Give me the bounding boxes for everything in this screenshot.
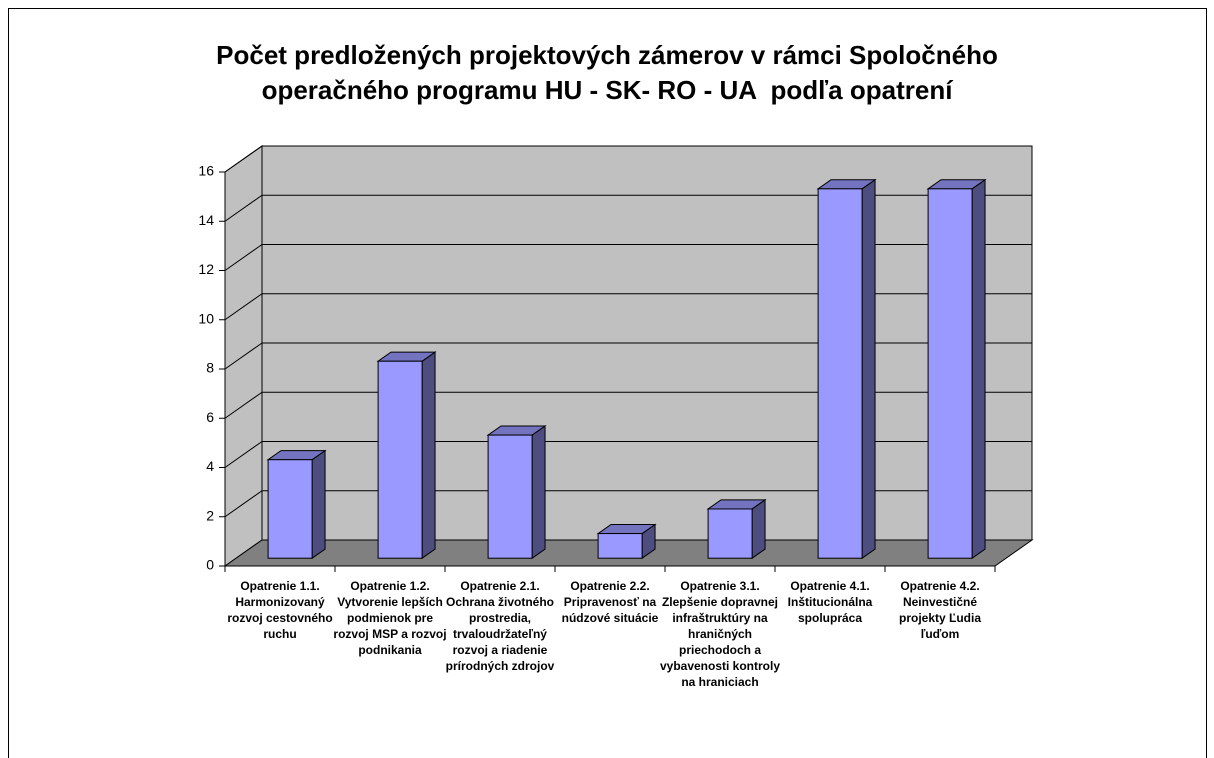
x-tick-label: Opatrenie 1.2. Vytvorenie lepších podmie… (333, 579, 447, 657)
bar-side (421, 351, 436, 560)
grid-line-side (224, 194, 263, 222)
bar (487, 434, 533, 559)
y-tick-label: 12 (198, 261, 214, 277)
grid-line-side (224, 244, 263, 271)
x-tick-label: Opatrenie 4.1. Inštitucionálna spoluprác… (787, 579, 873, 625)
bar (707, 508, 753, 559)
grid-line-side (224, 145, 263, 173)
y-tick-label: 14 (198, 212, 214, 228)
bar-side (861, 178, 876, 560)
bar-side (311, 449, 326, 560)
y-tick-label: 16 (198, 163, 214, 179)
bar (817, 188, 863, 559)
y-tick-label: 0 (206, 557, 214, 573)
frame (8, 8, 1207, 758)
y-tick-label: 8 (206, 360, 214, 376)
bar-side (971, 178, 986, 560)
y-tick-label: 4 (206, 458, 214, 474)
bar-side (751, 498, 766, 560)
grid-line-side (224, 391, 263, 419)
bar (377, 360, 423, 559)
grid-line-side (224, 342, 263, 370)
bar (927, 188, 973, 559)
y-tick-label: 10 (198, 310, 214, 326)
chart-title: Počet predložených projektových zámerov … (216, 40, 1006, 105)
x-tick-label: Opatrenie 3.1. Zlepšenie dopravnej infra… (659, 579, 781, 689)
y-tick-label: 2 (206, 507, 214, 523)
grid-line-side (224, 490, 263, 518)
bar (597, 533, 643, 559)
grid-line-side (224, 441, 263, 468)
y-tick-label: 6 (206, 409, 214, 425)
x-tick-label: Opatrenie 1.1. Harmonizovaný rozvoj cest… (227, 579, 333, 641)
bar-side (531, 425, 546, 560)
x-tick-label: Opatrenie 2.2. Pripravenosť na núdzové s… (561, 579, 659, 625)
bar (267, 459, 313, 559)
x-tick-label: Opatrenie 2.1. Ochrana životného prostre… (445, 579, 555, 673)
x-tick-label: Opatrenie 4.2. Neinvestičné projekty Ľud… (898, 579, 981, 641)
grid-line-side (224, 293, 263, 321)
